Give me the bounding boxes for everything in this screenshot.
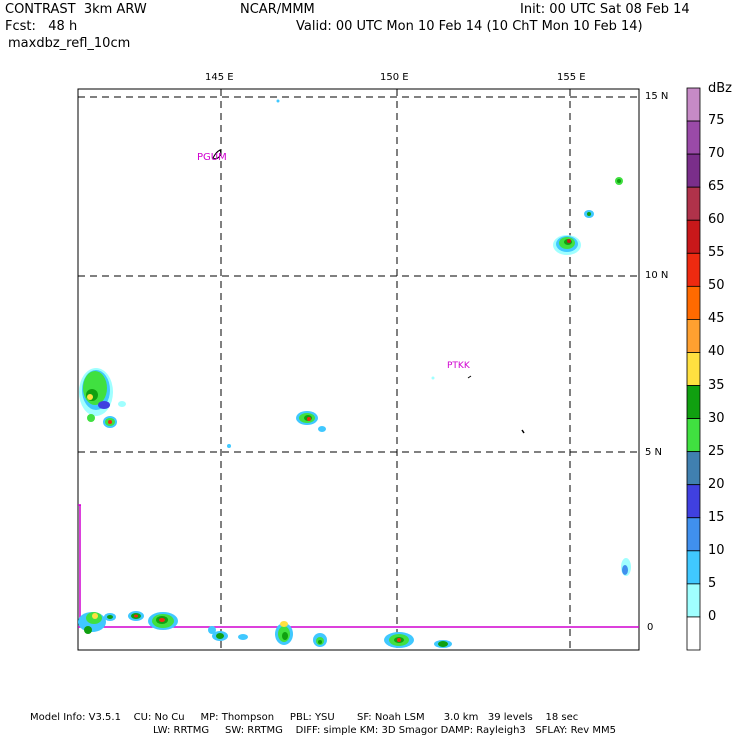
lat-label-10n: 10 N — [645, 270, 669, 281]
lat-label-0: 0 — [647, 622, 654, 633]
colorbar-level-label: 30 — [708, 410, 725, 426]
reflectivity-cells — [78, 99, 631, 648]
lat-label-15n: 15 N — [645, 91, 669, 102]
model-info-line2: LW: RRTMG SW: RRTMG DIFF: simple KM: 3D … — [153, 725, 616, 736]
lon-label-145: 145 E — [205, 72, 234, 83]
colorbar-level-label: 10 — [708, 542, 725, 558]
colorbar-level-label: 70 — [708, 146, 725, 162]
colorbar-level-label: 75 — [708, 113, 725, 129]
organization-label: NCAR/MMM — [240, 2, 315, 17]
lon-label-155: 155 E — [557, 72, 586, 83]
colorbar-level-label: 25 — [708, 443, 725, 459]
forecast-hour: Fcst: 48 h — [5, 19, 78, 34]
colorbar-level-label: 55 — [708, 245, 725, 261]
lon-label-150: 150 E — [380, 72, 409, 83]
colorbar-level-label: 50 — [708, 278, 725, 294]
colorbar-level-label: 20 — [708, 476, 725, 492]
colorbar-level-label: 60 — [708, 212, 725, 228]
map-frame — [77, 88, 640, 651]
guam-island — [212, 149, 222, 160]
model-info-line1: Model Info: V3.5.1 CU: No Cu MP: Thompso… — [30, 712, 579, 723]
colorbar-level-label: 40 — [708, 344, 725, 360]
colorbar-level-label: 65 — [708, 179, 725, 195]
valid-time: Valid: 00 UTC Mon 10 Feb 14 (10 ChT Mon … — [296, 19, 643, 34]
station-label-pgum: PGUM — [197, 152, 227, 163]
lat-lon-grid — [78, 89, 639, 650]
colorbar-level-label: 45 — [708, 311, 725, 327]
colorbar-level-label: 15 — [708, 509, 725, 525]
colorbar-unit: dBz — [708, 81, 732, 96]
field-name: maxdbz_refl_10cm — [8, 36, 131, 51]
init-time: Init: 00 UTC Sat 08 Feb 14 — [520, 2, 690, 17]
colorbar-level-label: 5 — [708, 575, 717, 591]
lat-label-5n: 5 N — [645, 447, 663, 458]
model-title: CONTRAST 3km ARW — [5, 2, 147, 17]
station-label-ptkk: PTKK — [447, 361, 470, 371]
colorbar-level-label: 0 — [708, 608, 717, 624]
colorbar-level-label: 35 — [708, 377, 725, 393]
